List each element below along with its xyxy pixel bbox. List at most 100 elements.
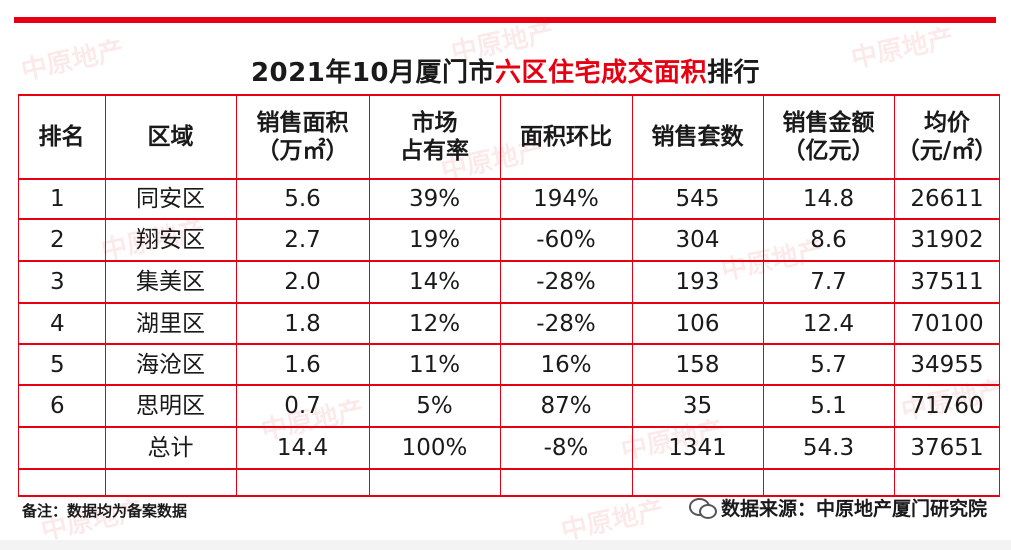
table-cell-mom-text: -8% [544, 434, 589, 462]
table-cell-area-text: 1.6 [284, 351, 321, 379]
table-cell-district: 总计 [105, 427, 236, 469]
table-cell-mom: -28% [500, 261, 632, 303]
table-cell-share: 14% [369, 261, 500, 303]
table-cell-rank-text: 6 [50, 392, 65, 420]
table-cell-mom-text: 194% [533, 185, 599, 213]
table-cell-mom-text: 87% [540, 392, 591, 420]
table-cell-share-text: 19% [409, 226, 460, 254]
table-cell-units-text: 193 [676, 268, 720, 296]
table-cell-rank: 6 [18, 385, 105, 427]
table-cell-rank-text: 4 [50, 310, 65, 338]
ranking-table: 排名 区域 销售面积 （万㎡） 市场 占有率 面积环比 销售套数 销售金额 （亿元） 均价 （… [18, 95, 1000, 496]
table-cell-amount: 12.4 [763, 303, 894, 344]
table-cell-price: 34955 [894, 344, 1000, 385]
table-cell-amount: 8.6 [763, 219, 894, 261]
table-cell-area: 14.4 [236, 427, 369, 469]
table-cell-mom-text: 16% [540, 351, 591, 379]
table-cell-area: 2.0 [236, 261, 369, 303]
table-cell-share: 19% [369, 219, 500, 261]
column-header-area: 销售面积 （万㎡） [236, 95, 369, 179]
column-header-amount: 销售金额 （亿元） [763, 95, 894, 179]
table-cell-area-text: 2.0 [284, 268, 321, 296]
column-header-area-text: 销售面积 （万㎡） [257, 109, 349, 165]
table-cell-share-text: 12% [409, 310, 460, 338]
table-cell-area: 1.8 [236, 303, 369, 344]
table-cell-area: 5.6 [236, 179, 369, 219]
table-cell-amount: 54.3 [763, 427, 894, 469]
table-cell-share-text: 11% [409, 351, 460, 379]
source-text: 数据来源：中原地产厦门研究院 [721, 494, 987, 521]
table-cell-share: 100% [369, 427, 500, 469]
table-cell-units: 193 [632, 261, 763, 303]
table-cell-units: 35 [632, 385, 763, 427]
column-header-mom-text: 面积环比 [520, 123, 612, 151]
table-cell-district-text: 同安区 [136, 185, 205, 213]
table-cell-price-text: 70100 [910, 310, 983, 338]
table-cell-amount-text: 12.4 [803, 310, 854, 338]
table-cell-mom: 87% [500, 385, 632, 427]
table-cell-area: 2.7 [236, 219, 369, 261]
table-cell-rank: 2 [18, 219, 105, 261]
table-cell-amount-text: 5.1 [810, 392, 847, 420]
table-cell-mom: -60% [500, 219, 632, 261]
table-cell-price-text: 37651 [910, 434, 983, 462]
column-header-units: 销售套数 [632, 95, 763, 179]
table-cell-units-text: 158 [676, 351, 720, 379]
column-header-share: 市场 占有率 [369, 95, 500, 179]
table-cell-rank-text: 2 [50, 226, 65, 254]
column-header-district-text: 区域 [148, 123, 194, 151]
table-cell-mom-text: -60% [536, 226, 595, 254]
footnote: 备注：数据均为备案数据 [22, 500, 187, 521]
title-highlight: 六区住宅成交面积 [495, 58, 707, 88]
table-cell-district-text: 湖里区 [136, 310, 205, 338]
table-cell-area-text: 5.6 [284, 185, 321, 213]
table-cell-amount: 5.1 [763, 385, 894, 427]
table-cell-rank: 4 [18, 303, 105, 344]
table-cell-units: 304 [632, 219, 763, 261]
table-cell-rank-text: 1 [50, 185, 65, 213]
table-cell-share: 39% [369, 179, 500, 219]
table-cell-amount-text: 54.3 [803, 434, 854, 462]
table-cell-price-text: 37511 [910, 268, 983, 296]
table-cell-price-text: 31902 [910, 226, 983, 254]
table-cell-units-text: 1341 [668, 434, 727, 462]
table-cell-amount: 7.7 [763, 261, 894, 303]
table-cell-share: 11% [369, 344, 500, 385]
table-cell-area-text: 1.8 [284, 310, 321, 338]
table-cell-area: 1.6 [236, 344, 369, 385]
table-cell-district-text: 翔安区 [136, 226, 205, 254]
table-cell-share: 5% [369, 385, 500, 427]
table-cell-price: 37651 [894, 427, 1000, 469]
table-cell-units-text: 545 [676, 185, 720, 213]
table-cell-price: 70100 [894, 303, 1000, 344]
table-cell-district: 翔安区 [105, 219, 236, 261]
column-header-units-text: 销售套数 [652, 123, 744, 151]
column-header-price-text: 均价 （元/㎡） [897, 109, 997, 165]
table-cell-share-text: 100% [402, 434, 468, 462]
table-cell-district-text: 海沧区 [136, 351, 205, 379]
table-cell-amount: 14.8 [763, 179, 894, 219]
bottom-band [0, 540, 1011, 550]
table-cell-district: 思明区 [105, 385, 236, 427]
column-header-rank-text: 排名 [39, 123, 85, 151]
table-cell-amount: 5.7 [763, 344, 894, 385]
table-cell-district-text: 思明区 [136, 392, 205, 420]
table-cell-amount-text: 7.7 [810, 268, 847, 296]
table-cell-rank [18, 427, 105, 469]
table-cell-area-text: 2.7 [284, 226, 321, 254]
table-cell-mom: 194% [500, 179, 632, 219]
table-cell-units: 1341 [632, 427, 763, 469]
table-cell-area: 0.7 [236, 385, 369, 427]
table-cell-amount-text: 8.6 [810, 226, 847, 254]
watermark-logo: 中原地产 [557, 490, 666, 548]
column-header-price: 均价 （元/㎡） [894, 95, 1000, 179]
table-title: 2021年10月厦门市六区住宅成交面积排行 [0, 52, 1011, 89]
table-cell-units: 158 [632, 344, 763, 385]
table-cell-mom: -28% [500, 303, 632, 344]
table-cell-amount-text: 14.8 [803, 185, 854, 213]
table-cell-amount-text: 5.7 [810, 351, 847, 379]
table-cell-mom: -8% [500, 427, 632, 469]
table-cell-units: 545 [632, 179, 763, 219]
table-cell-price: 31902 [894, 219, 1000, 261]
table-cell-rank-text: 3 [50, 268, 65, 296]
